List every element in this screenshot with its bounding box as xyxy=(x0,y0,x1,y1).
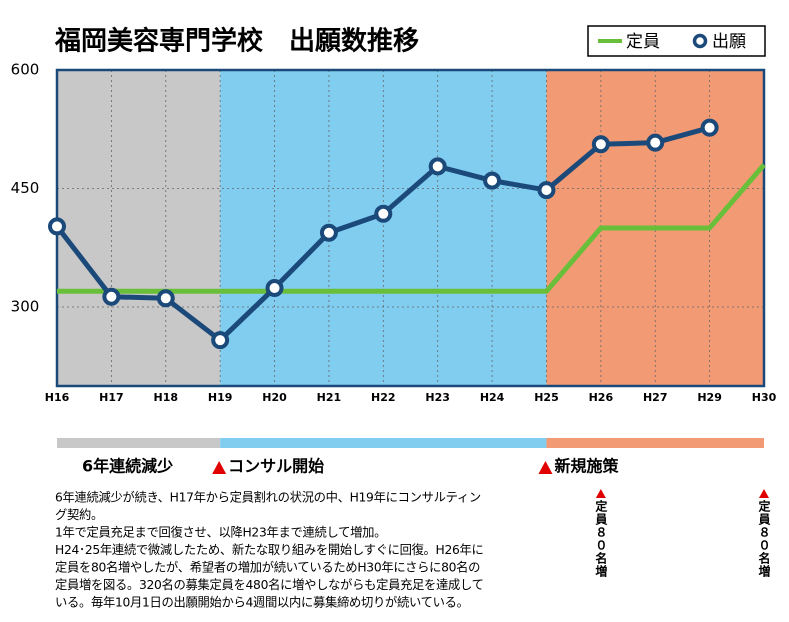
series-line xyxy=(57,163,766,294)
data-point xyxy=(374,204,393,223)
legend-marker xyxy=(692,33,708,49)
data-point xyxy=(483,171,502,190)
phase-label: コンサル開始 xyxy=(228,457,324,476)
phase-bar xyxy=(220,438,547,448)
x-tick-label: H17 xyxy=(99,391,124,404)
x-tick-label: H16 xyxy=(45,391,70,404)
x-tick-label: H21 xyxy=(317,391,342,404)
note-line: H24･25年連続で微減したため、新たな取り組みを開始しすぐに回復。H26年に xyxy=(55,542,484,557)
x-tick-label: H26 xyxy=(589,391,614,404)
x-tick-label: H29 xyxy=(697,391,722,404)
x-tick-label: H27 xyxy=(643,391,668,404)
x-tick-label: H22 xyxy=(371,391,396,404)
x-tick-label: H23 xyxy=(425,391,450,404)
y-tick-label: 600 xyxy=(11,61,40,79)
x-tick-label: H24 xyxy=(480,391,505,404)
data-point xyxy=(265,279,284,298)
data-point xyxy=(700,118,719,137)
note-line: 定員を80名増やしたが、希望者の増加が続いているためH30年にさらに80名の xyxy=(55,560,480,575)
x-tick-label: H19 xyxy=(208,391,233,404)
legend-label: 出願 xyxy=(712,32,746,52)
data-point xyxy=(319,223,338,242)
phase-bar xyxy=(57,438,221,448)
note-line: 1年で定員充足まで回復させ、以降H23年まで連続して増加。 xyxy=(55,525,386,540)
phase-region xyxy=(57,70,221,386)
data-point xyxy=(428,157,447,176)
y-tick-label: 300 xyxy=(11,298,40,316)
annotation-marker xyxy=(759,489,769,498)
phase-label: 6年連続減少 xyxy=(82,457,173,476)
data-point xyxy=(537,181,556,200)
y-tick-label: 450 xyxy=(11,179,40,197)
phase-marker xyxy=(212,461,227,474)
phase-marker xyxy=(538,461,553,474)
data-point xyxy=(646,133,665,152)
data-point xyxy=(156,289,175,308)
annotation-marker xyxy=(595,489,606,498)
note-line: 定員増を図る。320名の募集定員を480名に増やしながらも定員充足を達成して xyxy=(55,577,484,592)
data-point xyxy=(102,287,121,306)
note-line: いる。毎年10月1日の出願開始から4週間以内に募集締め切りが続いている。 xyxy=(55,595,469,610)
x-tick-label: H25 xyxy=(534,391,559,404)
phase-label: 新規施策 xyxy=(554,457,619,476)
annotation: 定員８０名増 xyxy=(757,500,771,578)
data-point xyxy=(591,135,610,154)
phase-region xyxy=(220,70,547,386)
data-point xyxy=(211,331,230,350)
x-tick-label: H18 xyxy=(154,391,179,404)
x-tick-label: H30 xyxy=(752,391,777,404)
chart-title: 福岡美容専門学校 出願数推移 xyxy=(54,26,419,57)
x-tick-label: H20 xyxy=(262,391,287,404)
annotation: 定員８０名増 xyxy=(593,500,608,578)
legend-label: 定員 xyxy=(626,32,660,52)
data-point xyxy=(48,217,66,236)
note-line: グ契約。 xyxy=(55,507,103,522)
note-line: 6年連続減少が続き、H17年から定員割れの状況の中、H19年にコンサルティン xyxy=(55,490,481,505)
phase-bar xyxy=(546,438,764,448)
